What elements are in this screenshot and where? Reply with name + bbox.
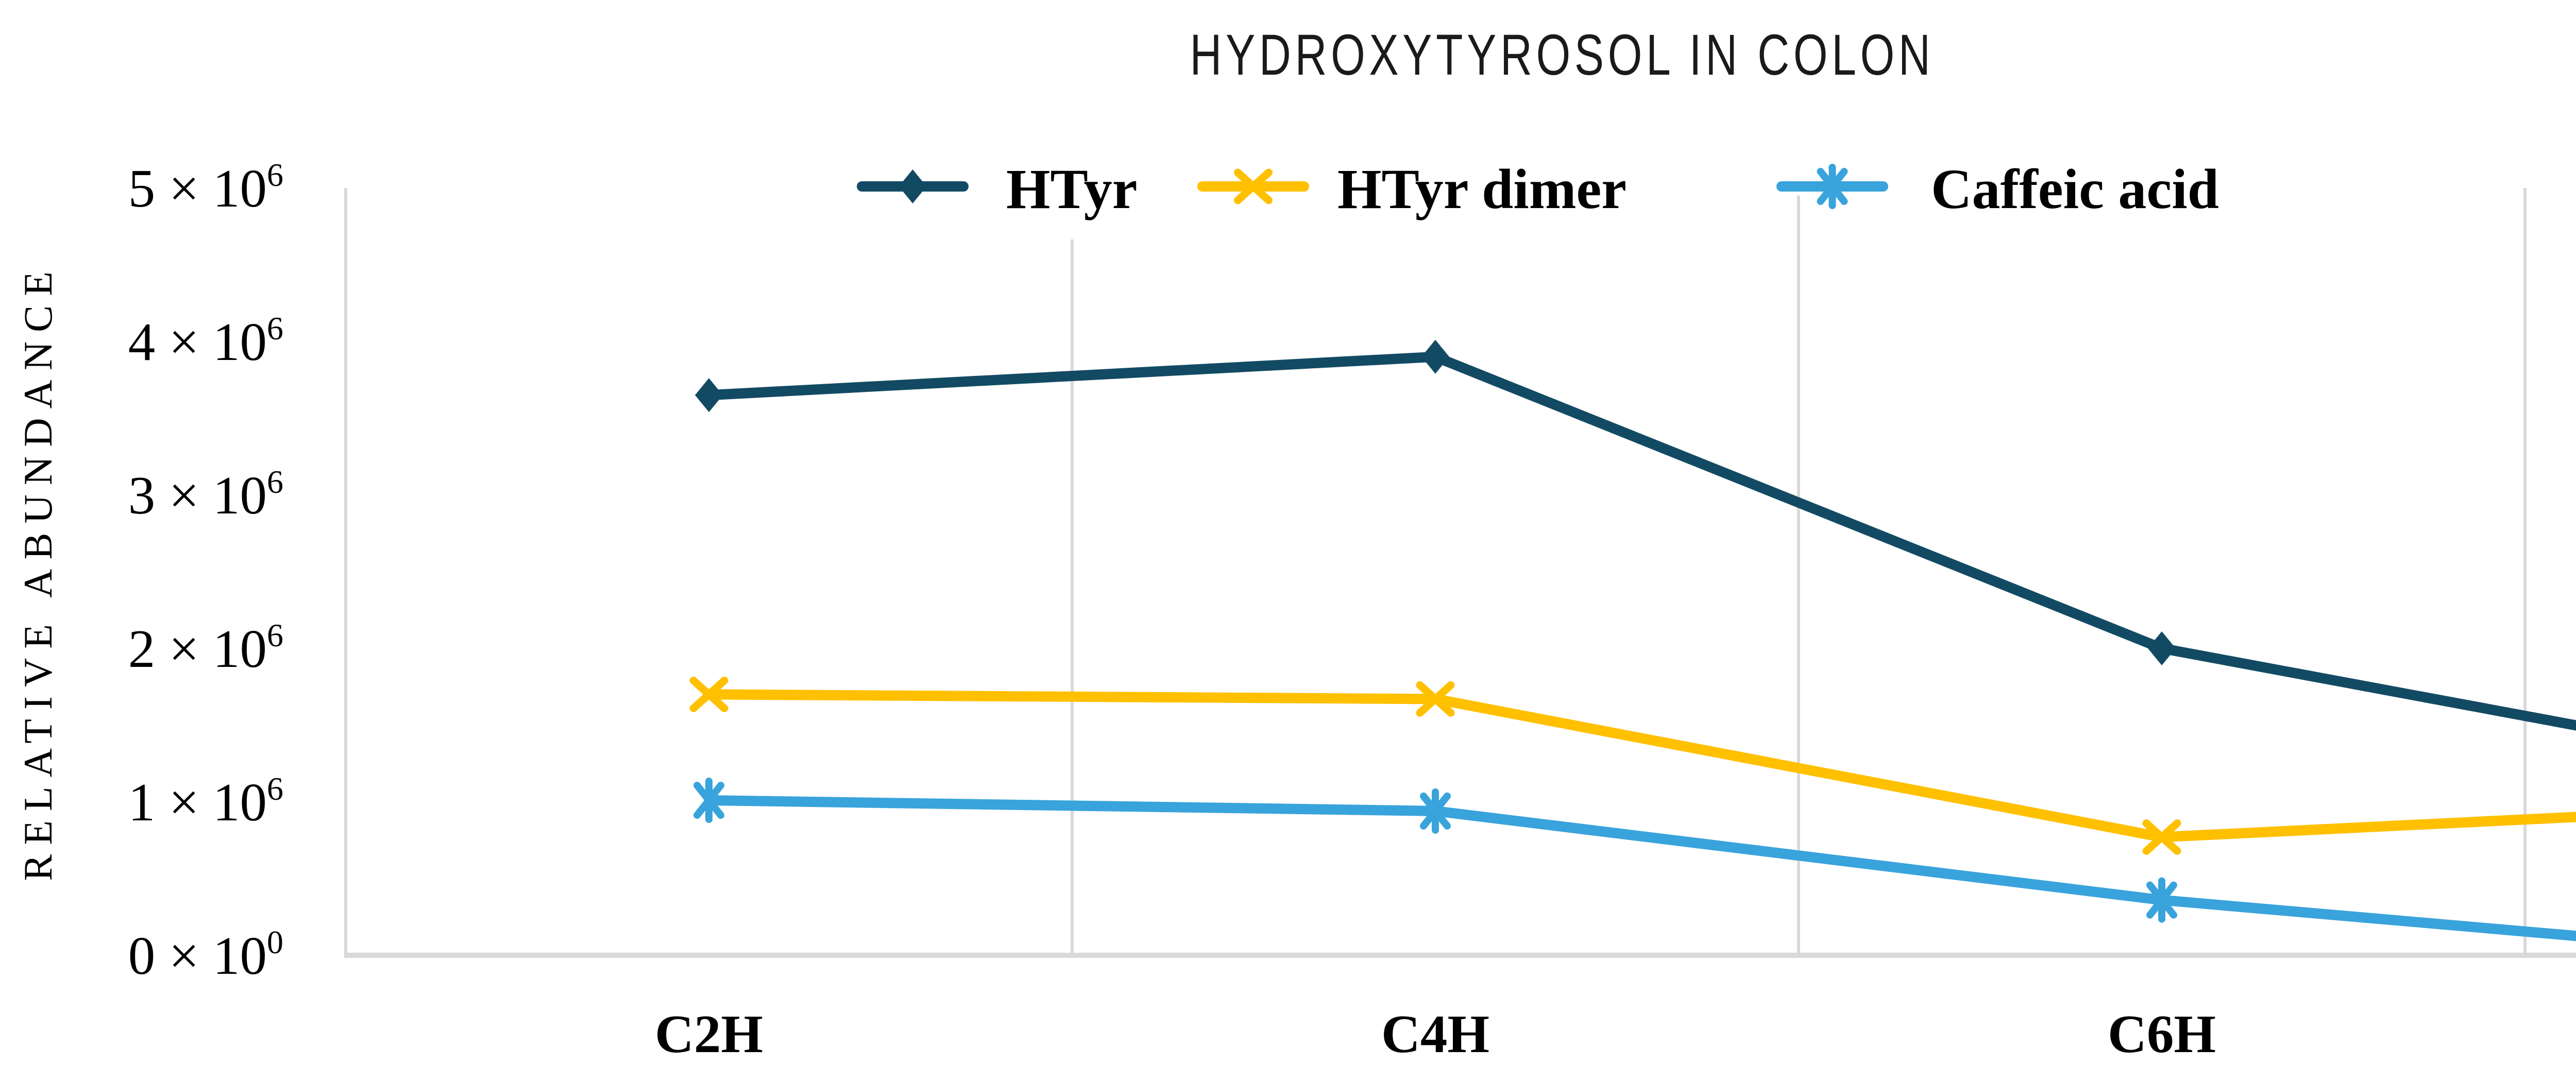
y-tick-label: 4 × 106 bbox=[128, 310, 283, 372]
legend-marker-asterisk bbox=[1817, 168, 1848, 205]
legend-item-htyr: HTyr bbox=[857, 158, 1138, 220]
x-category-label: C4H bbox=[1381, 1004, 1489, 1064]
y-tick-label: 2 × 106 bbox=[128, 617, 283, 679]
marker-diamond-htyr bbox=[695, 378, 723, 412]
x-category-label: C6H bbox=[2108, 1004, 2216, 1064]
marker-asterisk-caffeic-acid bbox=[693, 782, 724, 819]
legend-label: Caffeic acid bbox=[1931, 158, 2219, 220]
y-axis-title: RELATIVE ABUNDANCE bbox=[15, 262, 60, 881]
y-tick-labels-group: 0 × 100 1 × 106 2 × 106 3 × 106 4 × 106 5 × 1… bbox=[128, 157, 283, 986]
y-tick-label: 5 × 106 bbox=[128, 157, 283, 218]
y-tick-label: 3 × 106 bbox=[128, 463, 283, 525]
marker-asterisk-caffeic-acid bbox=[1420, 792, 1451, 830]
series-line-htyr bbox=[704, 351, 2576, 731]
series-line-htyr-dimer bbox=[704, 689, 2576, 843]
series-group bbox=[689, 339, 2576, 941]
y-tick-label: 1 × 106 bbox=[128, 770, 283, 832]
legend-label: HTyr bbox=[1006, 158, 1138, 220]
y-tick-label: 0 × 100 bbox=[128, 924, 283, 986]
marker-asterisk-caffeic-acid bbox=[2146, 881, 2177, 919]
marker-diamond-htyr bbox=[2148, 631, 2176, 665]
marker-diamond-htyr bbox=[1421, 339, 1449, 374]
series-htyr-dimer bbox=[689, 676, 2576, 855]
legend-item-htyr-dimer: HTyr dimer bbox=[1197, 158, 1626, 220]
legend-marker-x bbox=[1234, 168, 1273, 204]
legend-marker-diamond bbox=[899, 169, 927, 203]
legend-group: HTyr HTyr dimer Caffeic acid bbox=[857, 158, 2219, 220]
x-category-labels-group: C2HC4HC6HC24H bbox=[655, 1004, 2216, 1064]
marker-x-htyr-dimer bbox=[2142, 819, 2181, 855]
series-htyr bbox=[695, 339, 2576, 731]
legend-item-caffeic-acid: Caffeic acid bbox=[1776, 158, 2219, 220]
marker-x-htyr-dimer bbox=[1416, 681, 1455, 717]
legend-label: HTyr dimer bbox=[1337, 158, 1626, 220]
gridlines-group bbox=[344, 188, 2576, 958]
marker-x-htyr-dimer bbox=[689, 676, 728, 712]
series-line-caffeic-acid bbox=[704, 795, 2576, 941]
series-caffeic-acid bbox=[693, 778, 2576, 941]
x-category-label: C2H bbox=[655, 1004, 763, 1064]
chart-title: HYDROXYTYROSOL IN COLON bbox=[1190, 23, 1935, 87]
